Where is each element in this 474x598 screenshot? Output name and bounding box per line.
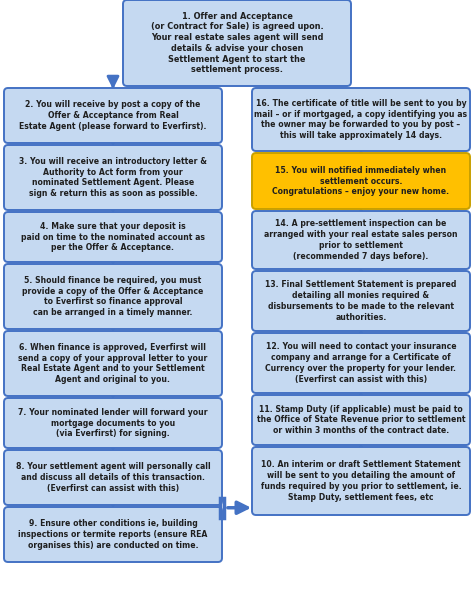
FancyBboxPatch shape [252,333,470,393]
FancyBboxPatch shape [4,331,222,396]
FancyBboxPatch shape [252,88,470,151]
FancyBboxPatch shape [252,271,470,331]
FancyBboxPatch shape [4,88,222,143]
FancyBboxPatch shape [4,507,222,562]
FancyBboxPatch shape [252,447,470,515]
Text: 13. Final Settlement Statement is prepared
detailing all monies required &
disbu: 13. Final Settlement Statement is prepar… [265,280,456,322]
Text: 14. A pre-settlement inspection can be
arranged with your real estate sales pers: 14. A pre-settlement inspection can be a… [264,219,458,261]
FancyBboxPatch shape [252,211,470,269]
Text: 9. Ensure other conditions ie, building
inspections or termite reports (ensure R: 9. Ensure other conditions ie, building … [18,519,208,550]
Text: 15. You will notified immediately when
settlement occurs.
Congratulations – enjo: 15. You will notified immediately when s… [273,166,449,196]
Text: 12. You will need to contact your insurance
company and arrange for a Certificat: 12. You will need to contact your insura… [265,343,456,384]
FancyBboxPatch shape [252,395,470,445]
Text: 11. Stamp Duty (if applicable) must be paid to
the Office of State Revenue prior: 11. Stamp Duty (if applicable) must be p… [257,405,465,435]
Text: 3. You will receive an introductory letter &
Authority to Act form from your
nom: 3. You will receive an introductory lett… [19,157,207,198]
Text: 8. Your settlement agent will personally call
and discuss all details of this tr: 8. Your settlement agent will personally… [16,462,210,493]
FancyBboxPatch shape [4,212,222,262]
FancyBboxPatch shape [4,450,222,505]
FancyBboxPatch shape [252,153,470,209]
Text: 6. When finance is approved, Everfirst will
send a copy of your approval letter : 6. When finance is approved, Everfirst w… [18,343,208,384]
Text: 2. You will receive by post a copy of the
Offer & Acceptance from Real
Estate Ag: 2. You will receive by post a copy of th… [19,100,207,131]
Text: 10. An interim or draft Settlement Statement
will be sent to you detailing the a: 10. An interim or draft Settlement State… [261,460,461,502]
FancyBboxPatch shape [4,145,222,210]
Text: 5. Should finance be required, you must
provide a copy of the Offer & Acceptance: 5. Should finance be required, you must … [22,276,204,317]
Text: 7. Your nominated lender will forward your
mortgage documents to you
(via Everfi: 7. Your nominated lender will forward yo… [18,408,208,438]
FancyBboxPatch shape [4,398,222,448]
Text: 1. Offer and Acceptance
(or Contract for Sale) is agreed upon.
Your real estate : 1. Offer and Acceptance (or Contract for… [151,11,323,74]
Text: 16. The certificate of title will be sent to you by
mail – or if mortgaged, a co: 16. The certificate of title will be sen… [255,99,467,140]
FancyBboxPatch shape [4,264,222,329]
FancyBboxPatch shape [123,0,351,86]
Text: 4. Make sure that your deposit is
paid on time to the nominated account as
per t: 4. Make sure that your deposit is paid o… [21,222,205,252]
